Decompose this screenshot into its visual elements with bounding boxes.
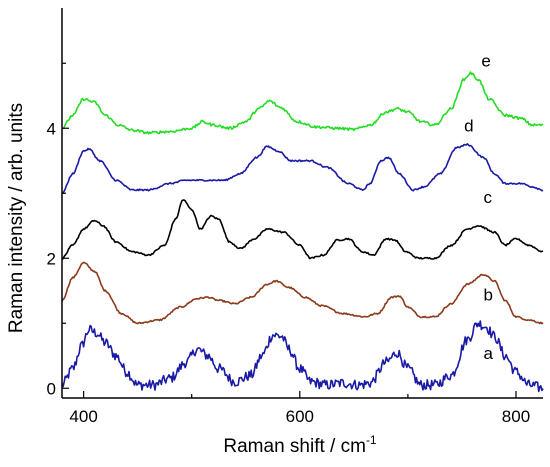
series-line-e	[61, 71, 544, 135]
series-label-b: b	[484, 286, 493, 305]
x-tick-label: 400	[69, 407, 97, 426]
series-label-e: e	[481, 52, 490, 71]
y-tick-label: 0	[47, 379, 56, 398]
series-line-d	[61, 143, 544, 195]
series-layer	[61, 71, 544, 393]
series-line-a	[61, 320, 544, 393]
series-label-d: d	[464, 117, 473, 136]
y-tick-label: 2	[47, 249, 56, 268]
x-axis-title-text: Raman shift / cm	[223, 436, 366, 457]
x-tick-label: 800	[502, 407, 530, 426]
axes-layer	[61, 8, 543, 399]
ticks-layer: 400 600 800 0 2 4	[47, 62, 530, 426]
series-labels-layer: a b c d e	[464, 52, 493, 364]
x-axis-title: Raman shift / cm-1	[223, 433, 377, 457]
series-label-c: c	[484, 188, 493, 207]
y-tick-label: 4	[47, 119, 56, 138]
x-tick-label: 600	[286, 407, 314, 426]
x-axis-title-superscript: -1	[366, 433, 377, 447]
series-line-b	[61, 261, 544, 325]
series-line-c	[61, 199, 544, 260]
series-label-a: a	[484, 344, 494, 363]
y-axis-title: Raman intensity / arb. units	[6, 103, 27, 333]
